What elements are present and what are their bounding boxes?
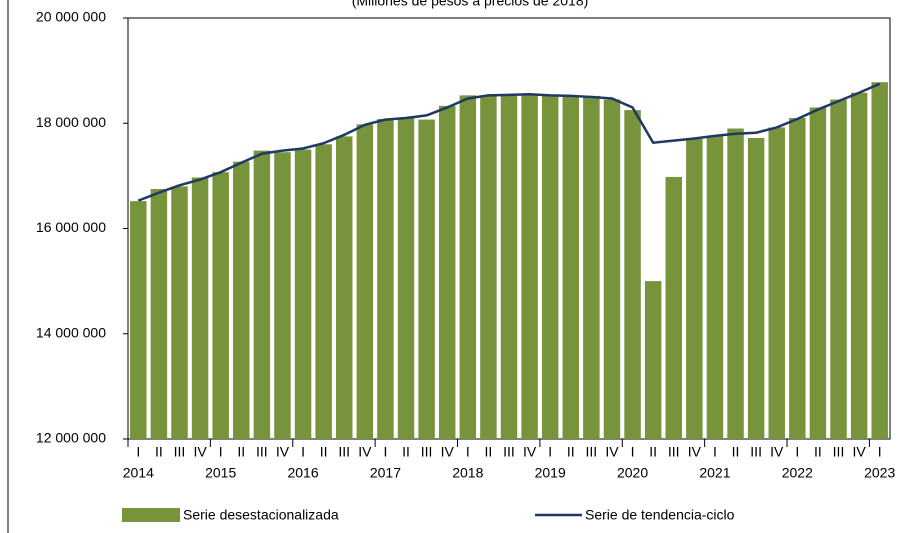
bar	[356, 124, 374, 440]
x-tick-label: I	[219, 444, 223, 460]
x-tick-label: III	[668, 444, 680, 460]
bar	[212, 172, 229, 439]
x-tick-label: IV	[523, 444, 537, 460]
bar	[583, 95, 600, 439]
x-tick-label: IV	[852, 444, 866, 460]
year-label: 2017	[370, 465, 401, 481]
x-tick-label: II	[567, 444, 575, 460]
legend-label: Serie desestacionalizada	[183, 507, 339, 523]
bar	[541, 95, 559, 439]
x-tick-label: IV	[688, 444, 702, 460]
x-tick-label: I	[548, 444, 552, 460]
x-tick-label: III	[338, 444, 350, 460]
y-tick-label: 18 000 000	[36, 114, 106, 130]
x-tick-label: IV	[441, 444, 455, 460]
x-tick-label: II	[155, 444, 163, 460]
bar	[171, 186, 188, 439]
bar	[480, 95, 497, 439]
year-label: 2014	[123, 465, 154, 481]
year-label: 2019	[535, 465, 566, 481]
bar	[624, 110, 641, 439]
x-tick-label: II	[814, 444, 822, 460]
bar	[336, 136, 353, 439]
x-tick-label: II	[402, 444, 410, 460]
legend-label: Serie de tendencia-ciclo	[585, 507, 735, 523]
x-tick-label: III	[586, 444, 598, 460]
bar	[191, 177, 209, 440]
x-tick-label: I	[383, 444, 387, 460]
x-tick-label: III	[174, 444, 186, 460]
year-label: 2023	[864, 465, 895, 481]
y-tick-label: 14 000 000	[36, 324, 106, 340]
bar	[233, 161, 250, 439]
x-tick-label: II	[732, 444, 740, 460]
bar	[706, 136, 724, 439]
x-tick-label: I	[301, 444, 305, 460]
bar	[253, 150, 271, 440]
year-label: 2016	[287, 465, 318, 481]
bar	[521, 94, 538, 440]
x-tick-label: III	[503, 444, 515, 460]
year-label: 2015	[205, 465, 236, 481]
legend-swatch	[122, 508, 180, 522]
x-tick-label: II	[485, 444, 493, 460]
x-tick-label: IV	[605, 444, 619, 460]
x-tick-label: II	[320, 444, 328, 460]
bar	[768, 127, 785, 440]
x-tick-label: III	[421, 444, 433, 460]
year-label: 2018	[452, 465, 483, 481]
bar	[809, 107, 827, 440]
year-label: 2022	[782, 465, 813, 481]
y-tick-label: 20 000 000	[36, 9, 106, 25]
x-tick-label: I	[795, 444, 799, 460]
bar	[644, 281, 662, 439]
x-tick-label: III	[750, 444, 762, 460]
x-tick-label: I	[631, 444, 635, 460]
bar	[871, 82, 888, 439]
bar	[603, 99, 621, 439]
bar	[665, 176, 682, 440]
bar	[418, 119, 435, 439]
x-tick-label: I	[466, 444, 470, 460]
year-label: 2020	[617, 465, 648, 481]
year-label: 2021	[699, 465, 730, 481]
bar	[500, 95, 518, 439]
bar	[789, 117, 806, 440]
bar	[562, 96, 580, 439]
bar	[438, 105, 456, 439]
y-tick-label: 16 000 000	[36, 219, 106, 235]
x-tick-label: II	[649, 444, 657, 460]
bar	[459, 95, 477, 439]
x-tick-label: I	[878, 444, 882, 460]
x-tick-label: I	[136, 444, 140, 460]
x-tick-label: IV	[770, 444, 784, 460]
bar	[830, 99, 847, 439]
bar	[130, 201, 147, 439]
bar	[686, 139, 703, 439]
bar	[727, 128, 744, 439]
x-tick-label: IV	[358, 444, 372, 460]
bar	[397, 117, 415, 440]
bar	[377, 119, 394, 439]
x-tick-label: III	[256, 444, 268, 460]
x-tick-label: I	[713, 444, 717, 460]
x-tick-label: IV	[276, 444, 290, 460]
bar	[150, 189, 168, 439]
bar	[747, 137, 765, 440]
x-tick-label: III	[833, 444, 845, 460]
x-tick-label: II	[237, 444, 245, 460]
y-tick-label: 12 000 000	[36, 430, 106, 446]
chart-subtitle: (Millones de pesos a precios de 2018)	[352, 0, 589, 9]
trend-line	[137, 82, 881, 202]
bar	[294, 149, 312, 439]
bar	[274, 152, 291, 439]
x-tick-label: IV	[193, 444, 207, 460]
bar	[315, 144, 332, 440]
bar	[850, 92, 868, 439]
